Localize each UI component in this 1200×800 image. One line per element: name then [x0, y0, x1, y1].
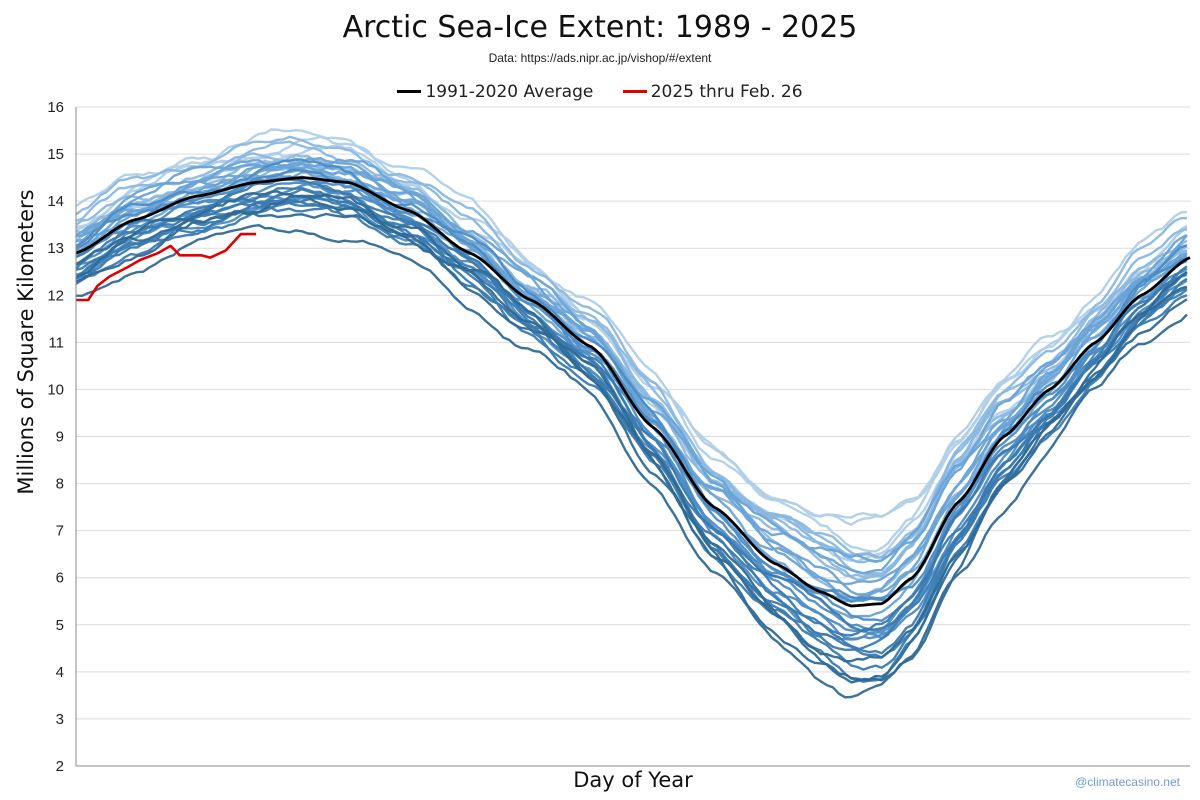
legend-label-2025: 2025 thru Feb. 26: [650, 81, 803, 102]
year-line-2013: [75, 175, 1188, 640]
y-tick-label-10: 10: [47, 381, 64, 398]
year-line-2021: [75, 193, 1188, 682]
year-line-1994: [75, 140, 1188, 564]
year-line-2019: [75, 178, 1188, 671]
legend-item-2025: 2025 thru Feb. 26: [622, 81, 803, 102]
y-tick-label-16: 16: [47, 99, 64, 116]
y-tick-label-7: 7: [56, 523, 64, 540]
year-line-1991: [75, 128, 1187, 553]
y-tick-label-9: 9: [56, 429, 64, 446]
yearly-lines: [75, 128, 1188, 699]
legend-swatch-average: [397, 90, 422, 93]
y-axis-label-text: Millions of Square Kilometers: [14, 189, 38, 495]
year-line-1995: [75, 152, 1188, 578]
axes: [75, 107, 1190, 767]
series-lines: [75, 176, 1191, 608]
x-axis-label: Day of Year: [573, 768, 693, 792]
y-tick-label-6: 6: [56, 570, 64, 587]
y-axis-ticks: 2 3 4 5 6 7 8 9 10 11 12 13 14 15 16: [47, 99, 64, 775]
chart-subtitle: Data: https://ads.nipr.ac.jp/vishop/#/ex…: [488, 51, 712, 65]
y-tick-label-14: 14: [47, 193, 64, 210]
y-tick-label-8: 8: [56, 476, 64, 493]
y-tick-label-13: 13: [47, 240, 64, 257]
y-tick-label-4: 4: [56, 664, 64, 681]
credit-text: @climatecasino.net: [1075, 775, 1180, 789]
chart-title: Arctic Sea-Ice Extent: 1989 - 2025: [342, 10, 858, 45]
y-tick-label-12: 12: [47, 287, 64, 304]
y-tick-label-2: 2: [56, 758, 64, 775]
y-tick-label-15: 15: [47, 146, 64, 163]
y-tick-label-11: 11: [48, 334, 64, 351]
year-line-2009: [75, 168, 1188, 632]
gridlines: [76, 106, 1190, 720]
legend-label-average: 1991-2020 Average: [425, 81, 594, 102]
legend-item-average: 1991-2020 Average: [397, 82, 593, 102]
y-tick-label-3: 3: [56, 711, 64, 728]
legend-swatch-2025: [622, 90, 647, 93]
series-line-2025: [76, 232, 257, 302]
year-line-1997: [75, 154, 1188, 559]
series-line-average: [75, 176, 1191, 608]
legend: 1991-2020 Average 2025 thru Feb. 26: [0, 78, 1200, 102]
y-tick-label-5: 5: [56, 617, 64, 634]
year-line-2023: [75, 210, 1188, 663]
year-line-2024: [75, 224, 1188, 699]
year-line-2020: [75, 188, 1188, 659]
